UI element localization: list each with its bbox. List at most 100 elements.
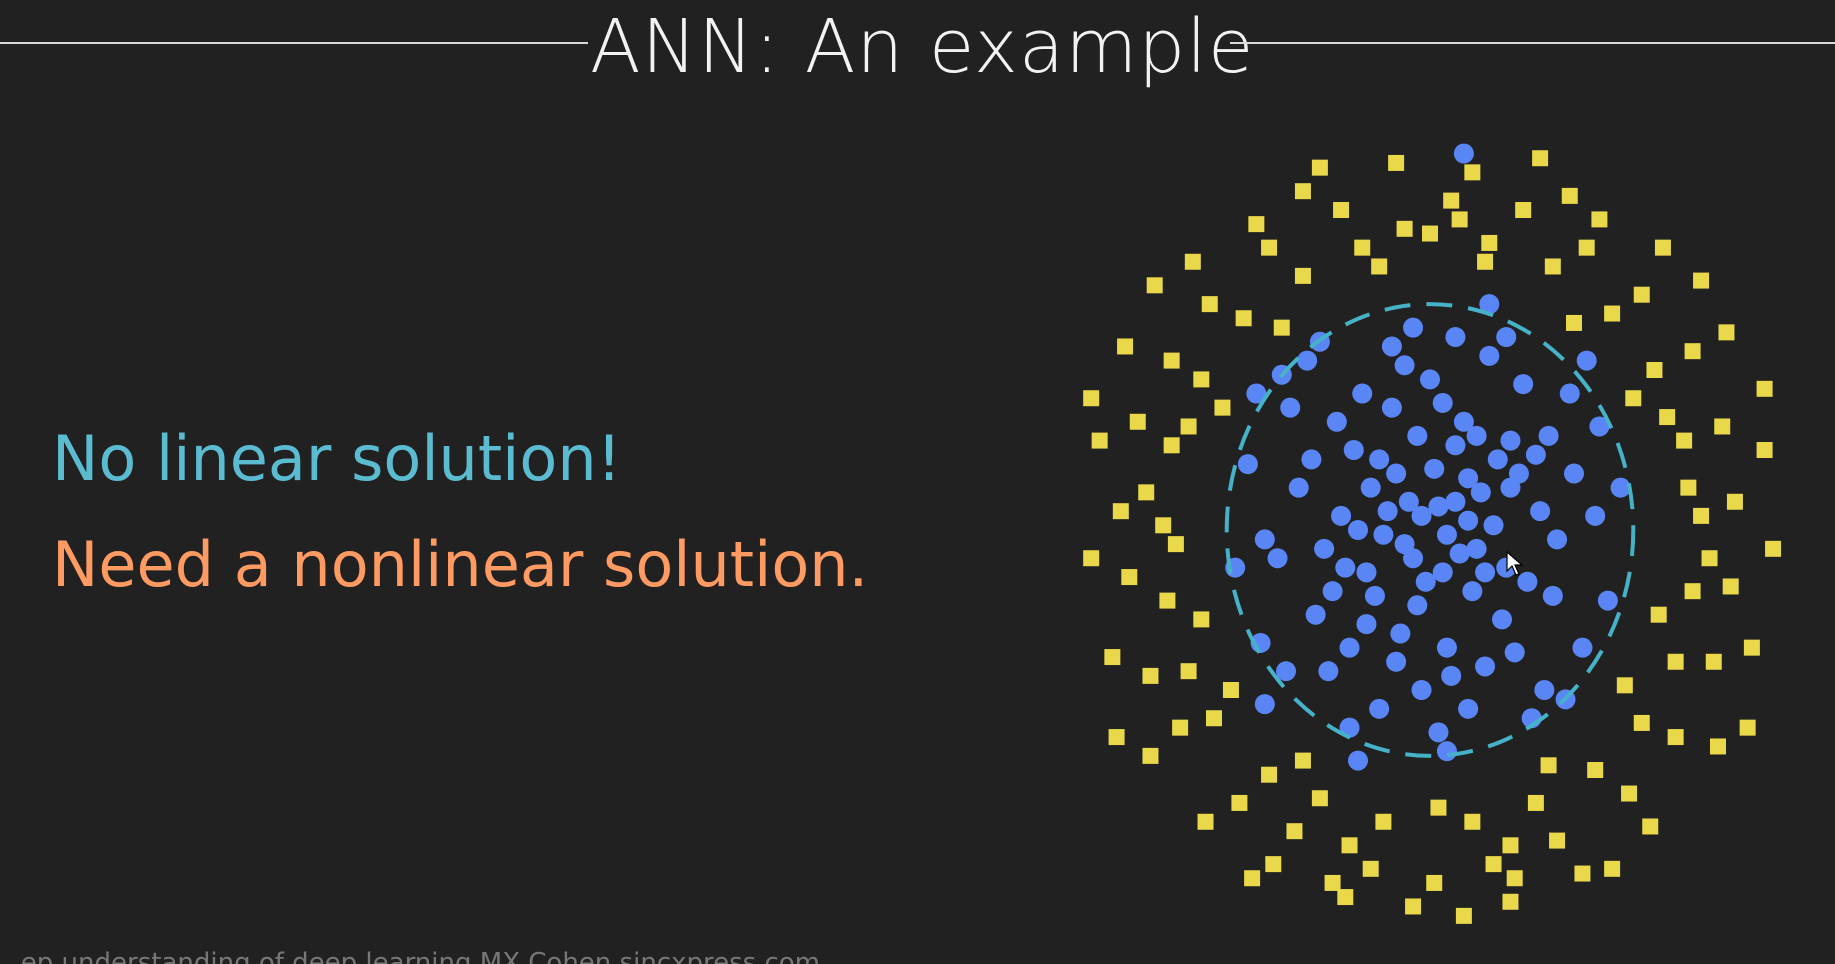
scatter-point-square xyxy=(1756,442,1773,458)
scatter-point-square xyxy=(1146,277,1163,294)
scatter-point-circle xyxy=(1356,614,1377,635)
scatter-point-square xyxy=(1515,202,1532,218)
scatter-point-circle xyxy=(1441,665,1462,686)
title-rule-left xyxy=(0,42,588,44)
scatter-point-square xyxy=(1112,503,1129,520)
scatter-point-circle xyxy=(1597,590,1618,611)
scatter-point-circle xyxy=(1517,571,1538,592)
scatter-point-square xyxy=(1587,762,1604,778)
scatter-point-square xyxy=(1426,874,1443,891)
scatter-point-square xyxy=(1405,898,1422,915)
scatter-point-square xyxy=(1676,432,1693,449)
scatter-point-square xyxy=(1197,813,1214,830)
scatter-point-square xyxy=(1273,319,1290,336)
scatter-point-square xyxy=(1142,667,1159,684)
scatter-point-circle xyxy=(1364,585,1385,606)
scatter-point-circle xyxy=(1589,416,1610,437)
scatter-point-circle xyxy=(1314,538,1335,559)
scatter-point-square xyxy=(1667,729,1684,746)
scatter-point-circle xyxy=(1432,392,1453,413)
title-rule-right xyxy=(1230,42,1835,44)
scatter-point-square xyxy=(1286,823,1303,840)
scatter-point-circle xyxy=(1436,524,1457,545)
scatter-point-square xyxy=(1104,649,1121,666)
scatter-point-circle xyxy=(1492,609,1512,630)
scatter-point-square xyxy=(1430,799,1447,816)
mouse-pointer-icon xyxy=(1506,551,1524,576)
scatter-point-square xyxy=(1129,413,1146,430)
scatter-point-circle xyxy=(1525,444,1546,465)
scatter-point-circle xyxy=(1572,637,1593,658)
scatter-point-square xyxy=(1248,216,1265,233)
scatter-point-square xyxy=(1117,338,1134,355)
scatter-point-circle xyxy=(1500,430,1521,451)
scatter-point-square xyxy=(1506,870,1523,887)
scatter-point-square xyxy=(1375,813,1392,830)
scatter-point-square xyxy=(1396,220,1413,237)
scatter-point-circle xyxy=(1479,345,1500,366)
scatter-point-circle xyxy=(1305,604,1326,625)
scatter-point-circle xyxy=(1381,397,1402,418)
scatter-point-square xyxy=(1654,239,1671,256)
scatter-point-circle xyxy=(1547,529,1568,550)
scatter-point-square xyxy=(1222,682,1239,698)
scatter-point-square xyxy=(1455,907,1472,924)
scatter-point-square xyxy=(1235,310,1252,327)
scatter-point-square xyxy=(1561,187,1578,204)
scatter-point-circle xyxy=(1348,750,1368,771)
scatter-point-circle xyxy=(1445,435,1466,456)
scatter-point-square xyxy=(1646,362,1663,378)
scatter-point-circle xyxy=(1458,698,1479,719)
scatter-point-square xyxy=(1443,192,1460,209)
scatter-point-square xyxy=(1604,860,1621,877)
scatter-point-circle xyxy=(1339,637,1360,658)
scatter-point-square xyxy=(1464,164,1481,181)
scatter-point-square xyxy=(1642,818,1659,835)
scatter-point-circle xyxy=(1559,383,1580,404)
decision-boundary-circle xyxy=(1224,302,1636,758)
scatter-point-square xyxy=(1710,738,1726,755)
scatter-point-square xyxy=(1138,484,1155,501)
scatter-point-circle xyxy=(1326,411,1347,432)
scatter-point-circle xyxy=(1453,143,1474,164)
scatter-point-circle xyxy=(1576,350,1597,371)
scatter-point-circle xyxy=(1462,581,1483,602)
scatter-point-square xyxy=(1705,653,1722,670)
scatter-point-square xyxy=(1667,653,1684,670)
scatter-point-circle xyxy=(1449,543,1470,564)
scatter-point-square xyxy=(1180,418,1197,435)
scatter-point-circle xyxy=(1483,515,1504,536)
scatter-point-square xyxy=(1566,314,1582,331)
scatter-point-square xyxy=(1451,211,1468,228)
scatter-point-square xyxy=(1354,239,1371,256)
scatter-point-square xyxy=(1108,729,1125,746)
scatter-point-circle xyxy=(1237,454,1258,475)
scatter-point-circle xyxy=(1246,383,1267,404)
scatter-point-square xyxy=(1180,663,1197,680)
scatter-point-circle xyxy=(1542,585,1563,606)
scatter-point-square xyxy=(1633,286,1650,303)
scatter-point-square xyxy=(1231,794,1248,811)
statement-no-linear-solution: No linear solution! xyxy=(52,422,622,495)
scatter-point-circle xyxy=(1407,595,1428,616)
scatter-point-circle xyxy=(1398,491,1419,512)
scatter-point-circle xyxy=(1386,463,1407,484)
scatter-point-circle xyxy=(1352,383,1373,404)
scatter-point-square xyxy=(1294,267,1311,284)
scatter-point-circle xyxy=(1513,374,1534,395)
scatter-point-square xyxy=(1091,432,1108,449)
slide-title: ANN: An example xyxy=(590,4,1255,90)
scatter-point-circle xyxy=(1458,468,1479,489)
scatter-point-circle xyxy=(1403,317,1424,338)
scatter-point-circle xyxy=(1360,477,1381,498)
scatter-point-circle xyxy=(1453,411,1474,432)
scatter-point-square xyxy=(1193,611,1210,628)
scatter-point-circle xyxy=(1339,717,1360,738)
scatter-point-circle xyxy=(1267,548,1288,569)
scatter-point-square xyxy=(1591,211,1608,228)
scatter-point-circle xyxy=(1411,680,1432,700)
scatter-point-circle xyxy=(1458,510,1479,531)
scatter-point-square xyxy=(1311,790,1328,807)
scatter-point-square xyxy=(1765,540,1782,557)
scatter-point-square xyxy=(1532,150,1549,167)
